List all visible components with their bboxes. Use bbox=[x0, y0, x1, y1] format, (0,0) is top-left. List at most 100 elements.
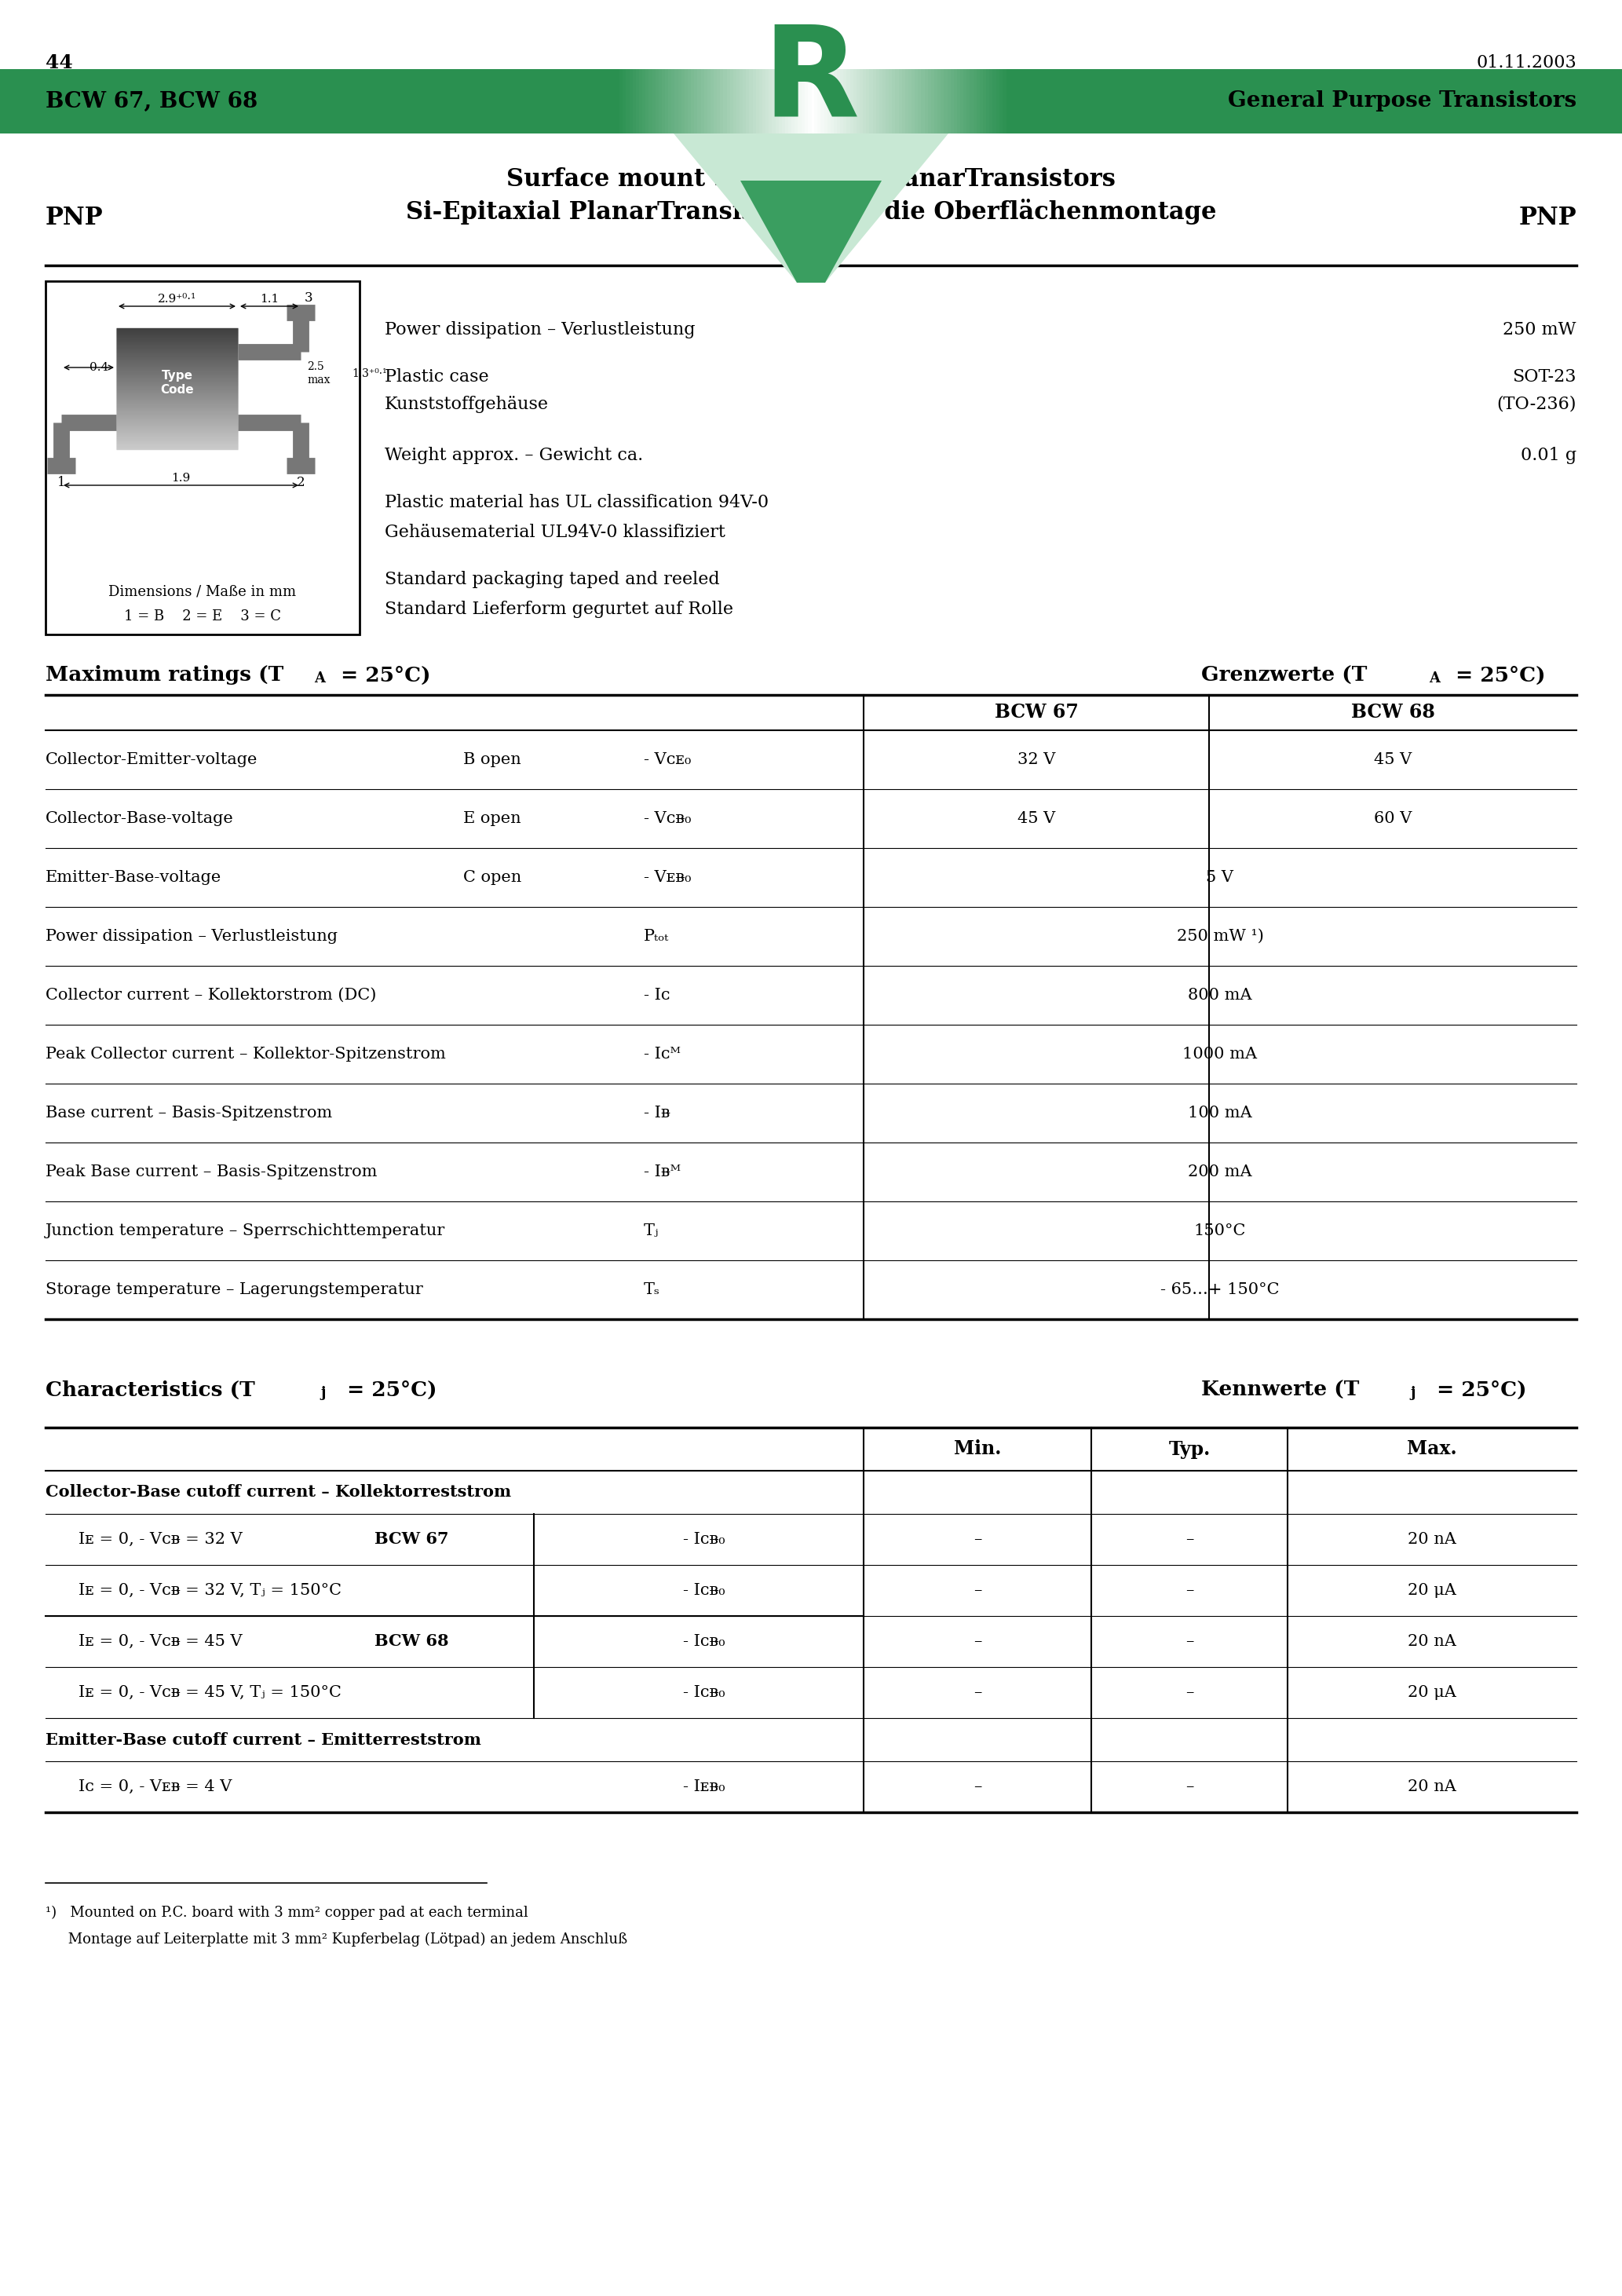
Bar bbox=[792, 69, 795, 133]
Bar bbox=[976, 69, 980, 133]
Text: 250 mW: 250 mW bbox=[1504, 321, 1577, 338]
Bar bbox=[853, 69, 856, 133]
Bar bbox=[882, 69, 886, 133]
Bar bbox=[986, 69, 989, 133]
Bar bbox=[960, 69, 963, 133]
Text: - Iᴇᴃ₀: - Iᴇᴃ₀ bbox=[683, 1779, 725, 1793]
Text: Plastic case: Plastic case bbox=[384, 367, 488, 386]
Bar bbox=[983, 69, 986, 133]
Text: Grenzwerte (T: Grenzwerte (T bbox=[1202, 666, 1367, 684]
Bar bbox=[856, 69, 860, 133]
Text: 100 mA: 100 mA bbox=[1187, 1107, 1252, 1120]
Text: Collector-Emitter-voltage: Collector-Emitter-voltage bbox=[45, 753, 258, 767]
Text: BCW 68: BCW 68 bbox=[1351, 703, 1435, 721]
Bar bbox=[681, 69, 684, 133]
Bar bbox=[636, 69, 639, 133]
Text: General Purpose Transistors: General Purpose Transistors bbox=[1228, 92, 1577, 113]
Bar bbox=[805, 69, 808, 133]
Bar bbox=[740, 69, 743, 133]
Polygon shape bbox=[673, 133, 949, 282]
Text: = 25°C): = 25°C) bbox=[334, 666, 430, 684]
Text: –: – bbox=[973, 1779, 981, 1793]
Bar bbox=[646, 69, 649, 133]
Bar bbox=[938, 69, 941, 133]
Bar bbox=[928, 69, 931, 133]
Bar bbox=[723, 69, 727, 133]
Text: –: – bbox=[1186, 1635, 1194, 1649]
Text: BCW 68: BCW 68 bbox=[375, 1635, 449, 1649]
Bar bbox=[675, 69, 678, 133]
Bar bbox=[762, 69, 766, 133]
Text: –: – bbox=[973, 1531, 981, 1548]
Bar bbox=[720, 69, 723, 133]
Bar bbox=[860, 69, 863, 133]
Bar bbox=[717, 69, 720, 133]
Bar bbox=[727, 69, 730, 133]
Bar bbox=[873, 69, 876, 133]
Bar bbox=[821, 69, 824, 133]
Bar bbox=[779, 69, 782, 133]
Text: 2.5
max: 2.5 max bbox=[307, 360, 331, 386]
Bar bbox=[620, 69, 623, 133]
Text: 1.3⁺⁰·¹: 1.3⁺⁰·¹ bbox=[352, 367, 386, 379]
Text: Type
Code: Type Code bbox=[161, 370, 193, 395]
Bar bbox=[746, 69, 749, 133]
Text: = 25°C): = 25°C) bbox=[1429, 1380, 1526, 1401]
Text: 5 V: 5 V bbox=[1207, 870, 1234, 884]
Bar bbox=[967, 69, 970, 133]
Bar bbox=[1006, 69, 1622, 133]
Bar bbox=[931, 69, 934, 133]
Bar bbox=[944, 69, 947, 133]
Bar bbox=[1002, 69, 1006, 133]
Bar bbox=[899, 69, 902, 133]
Bar bbox=[905, 69, 908, 133]
Bar bbox=[655, 69, 659, 133]
Text: - Iᴄᴃ₀: - Iᴄᴃ₀ bbox=[683, 1531, 725, 1548]
Bar bbox=[662, 69, 665, 133]
Bar bbox=[963, 69, 967, 133]
Text: 45 V: 45 V bbox=[1017, 810, 1056, 827]
Text: Iᴇ = 0, - Vᴄᴃ = 32 V: Iᴇ = 0, - Vᴄᴃ = 32 V bbox=[78, 1531, 242, 1548]
Text: - Iᴃᴹ: - Iᴃᴹ bbox=[644, 1164, 681, 1180]
Bar bbox=[827, 69, 830, 133]
Text: –: – bbox=[973, 1685, 981, 1699]
Text: Base current – Basis-Spitzenstrom: Base current – Basis-Spitzenstrom bbox=[45, 1107, 333, 1120]
Bar bbox=[912, 69, 915, 133]
Bar bbox=[834, 69, 837, 133]
Bar bbox=[915, 69, 918, 133]
Bar bbox=[626, 69, 629, 133]
Bar bbox=[733, 69, 736, 133]
Text: 20 nA: 20 nA bbox=[1408, 1779, 1457, 1793]
Bar bbox=[795, 69, 798, 133]
Text: 60 V: 60 V bbox=[1374, 810, 1411, 827]
Bar bbox=[889, 69, 892, 133]
Bar bbox=[766, 69, 769, 133]
Bar bbox=[743, 69, 746, 133]
Bar bbox=[714, 69, 717, 133]
Text: Iᴄ = 0, - Vᴇᴃ = 4 V: Iᴄ = 0, - Vᴇᴃ = 4 V bbox=[78, 1779, 232, 1793]
Bar bbox=[947, 69, 950, 133]
Text: j: j bbox=[320, 1387, 326, 1401]
Text: 1 = B    2 = E    3 = C: 1 = B 2 = E 3 = C bbox=[123, 608, 281, 625]
Bar bbox=[785, 69, 788, 133]
Text: Surface mount Si-Epitaxial PlanarTransistors: Surface mount Si-Epitaxial PlanarTransis… bbox=[506, 168, 1116, 191]
Text: Kennwerte (T: Kennwerte (T bbox=[1202, 1380, 1359, 1401]
Text: 20 μA: 20 μA bbox=[1408, 1685, 1457, 1699]
Bar bbox=[707, 69, 710, 133]
Bar bbox=[957, 69, 960, 133]
Bar bbox=[925, 69, 928, 133]
Text: E open: E open bbox=[464, 810, 521, 827]
Text: 1000 mA: 1000 mA bbox=[1182, 1047, 1257, 1061]
Text: 01.11.2003: 01.11.2003 bbox=[1476, 55, 1577, 71]
Text: Gehäusematerial UL94V-0 klassifiziert: Gehäusematerial UL94V-0 klassifiziert bbox=[384, 523, 725, 542]
Text: C open: C open bbox=[464, 870, 522, 884]
Bar bbox=[811, 69, 814, 133]
Text: Dimensions / Maße in mm: Dimensions / Maße in mm bbox=[109, 583, 297, 599]
Bar bbox=[808, 69, 811, 133]
Bar bbox=[892, 69, 895, 133]
Text: 1.1: 1.1 bbox=[260, 294, 279, 305]
Bar bbox=[736, 69, 740, 133]
Bar bbox=[623, 69, 626, 133]
Bar bbox=[633, 69, 636, 133]
Bar bbox=[801, 69, 805, 133]
